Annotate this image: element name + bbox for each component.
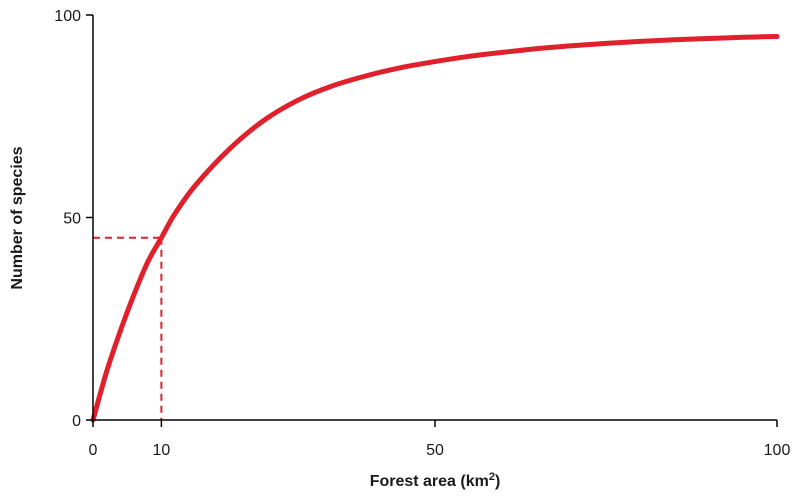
x-tick-label: 0 — [89, 442, 98, 459]
y-axis-title: Number of species — [9, 146, 26, 289]
y-tick-label: 50 — [63, 211, 81, 228]
x-tick-label: 50 — [426, 442, 444, 459]
y-tick-label: 100 — [54, 8, 81, 25]
x-axis-title-text: Forest area (km — [370, 473, 489, 490]
x-axis: 0 10 50 100 — [89, 419, 791, 459]
x-axis-title-suffix: ) — [495, 473, 500, 490]
species-area-curve-line — [90, 33, 780, 423]
x-tick-label: 10 — [153, 442, 171, 459]
y-axis: 0 50 100 — [54, 8, 94, 430]
plot-area — [90, 33, 780, 423]
x-tick-label: 100 — [764, 442, 791, 459]
x-axis-title: Forest area (km2) — [370, 471, 501, 490]
x-axis-title-superscript: 2 — [489, 471, 495, 483]
y-tick-label: 0 — [72, 413, 81, 430]
